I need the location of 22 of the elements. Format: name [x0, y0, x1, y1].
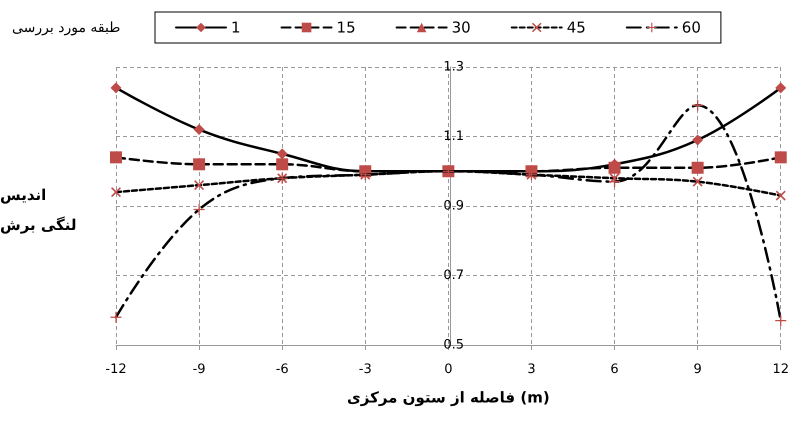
y-tick-label: 1.1 [443, 129, 464, 144]
y-tick-label: 0.5 [443, 338, 464, 352]
x-tick-label: 0 [444, 362, 453, 377]
x-tick-label: 9 [693, 362, 702, 377]
x-tick-label: -12 [105, 362, 127, 377]
legend-label: 60 [682, 18, 701, 36]
y-tick-label: 0.7 [443, 268, 464, 283]
x-tick-label: -9 [192, 362, 206, 377]
legend-label: 45 [566, 18, 586, 36]
legend-title: طبقه مورد بررسی [12, 20, 120, 36]
x-tick-label: 3 [527, 362, 536, 377]
legend-label: 15 [336, 18, 356, 36]
x-tick-label: -3 [358, 362, 372, 377]
y-tick-label: 0.9 [443, 198, 464, 214]
x-tick-label: 12 [772, 362, 789, 377]
y-axis-title: اندیس لنگی برش [0, 186, 77, 234]
y-tick-label: 1.3 [443, 60, 464, 74]
legend-label: 30 [452, 18, 471, 36]
x-axis-title: فاصله از ستون مرکزی (m) [347, 388, 550, 406]
x-tick-label: 6 [610, 362, 619, 377]
x-tick-label: -6 [276, 362, 289, 377]
legend-label: 1 [231, 18, 241, 36]
